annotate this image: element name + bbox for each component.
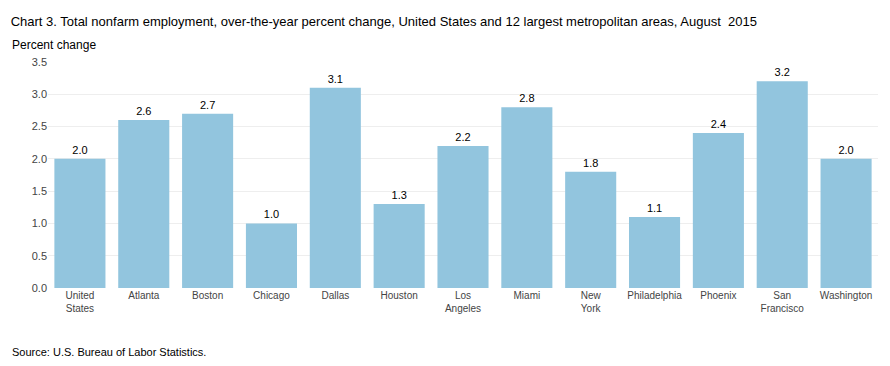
svg-text:Boston: Boston [192, 290, 223, 301]
svg-text:1.1: 1.1 [647, 202, 662, 214]
svg-text:2.4: 2.4 [711, 118, 726, 130]
svg-text:SanFrancisco: SanFrancisco [761, 290, 805, 314]
svg-text:2.5: 2.5 [32, 120, 47, 132]
svg-text:Dallas: Dallas [321, 290, 349, 301]
svg-text:Percent change: Percent change [12, 38, 96, 52]
svg-text:2.6: 2.6 [136, 105, 151, 117]
svg-text:2.2: 2.2 [455, 131, 470, 143]
svg-text:NewYork: NewYork [581, 290, 602, 314]
svg-text:1.0: 1.0 [264, 208, 279, 220]
svg-text:Chicago: Chicago [253, 290, 290, 301]
svg-text:Source: U.S. Bureau of Labor S: Source: U.S. Bureau of Labor Statistics. [12, 346, 206, 358]
svg-text:UnitedStates: UnitedStates [65, 290, 94, 314]
svg-text:Washington: Washington [820, 290, 872, 301]
svg-text:3.1: 3.1 [328, 73, 343, 85]
svg-text:Phoenix: Phoenix [700, 290, 736, 301]
svg-text:LosAngeles: LosAngeles [445, 290, 481, 314]
svg-text:0.0: 0.0 [32, 282, 47, 294]
svg-text:0.5: 0.5 [32, 250, 47, 262]
svg-text:3.0: 3.0 [32, 88, 47, 100]
svg-text:2.0: 2.0 [32, 153, 47, 165]
svg-text:Chart 3. Total nonfarm employm: Chart 3. Total nonfarm employment, over-… [11, 14, 757, 29]
svg-text:2.8: 2.8 [519, 92, 534, 104]
svg-text:2.0: 2.0 [838, 144, 853, 156]
svg-text:Atlanta: Atlanta [128, 290, 160, 301]
svg-text:2.0: 2.0 [72, 144, 87, 156]
svg-text:2.7: 2.7 [200, 99, 215, 111]
svg-text:3.5: 3.5 [32, 56, 47, 68]
svg-text:Houston: Houston [381, 290, 418, 301]
svg-text:Philadelphia: Philadelphia [627, 290, 682, 301]
svg-text:3.2: 3.2 [775, 66, 790, 78]
svg-text:1.8: 1.8 [583, 157, 598, 169]
svg-text:1.5: 1.5 [32, 185, 47, 197]
svg-text:Miami: Miami [514, 290, 541, 301]
svg-text:1.0: 1.0 [32, 217, 47, 229]
svg-text:1.3: 1.3 [392, 189, 407, 201]
